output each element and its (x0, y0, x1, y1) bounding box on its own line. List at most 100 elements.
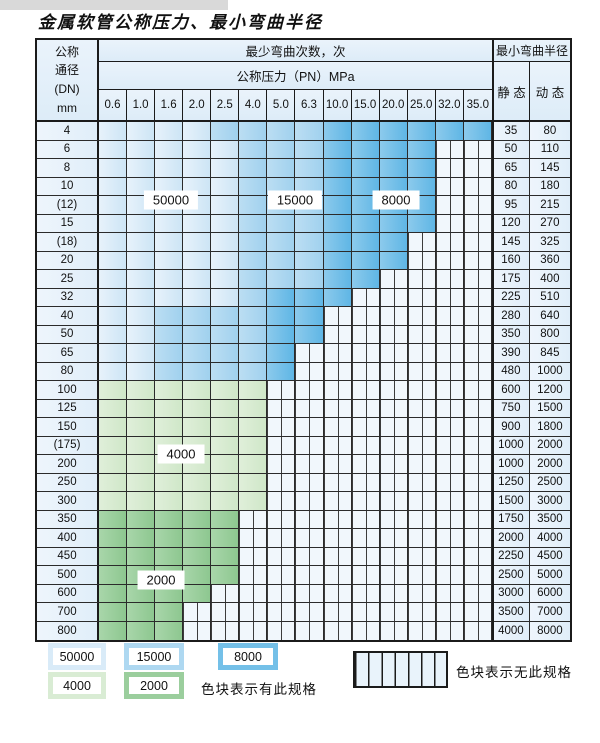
no-spec-cell (295, 473, 324, 491)
legend-swatch-label: 2000 (129, 677, 179, 694)
dynamic-radius-cell: 360 (529, 251, 570, 269)
spec-cell-50000 (99, 362, 128, 380)
no-spec-cell (295, 362, 324, 380)
spec-cell-2000 (211, 566, 240, 584)
no-spec-cell (379, 455, 408, 473)
no-spec-cell (463, 547, 492, 565)
no-spec-cell (407, 233, 436, 251)
spec-cell-50000 (127, 288, 156, 306)
dn-cell: 25 (37, 270, 99, 288)
spec-cell-50000 (99, 325, 128, 343)
no-spec-cell (295, 529, 324, 547)
dynamic-radius-cell: 7000 (529, 603, 570, 621)
no-spec-cell (463, 233, 492, 251)
no-spec-cell (239, 547, 268, 565)
spec-cell-50000 (99, 344, 128, 362)
dn-cell: 8 (37, 159, 99, 177)
no-spec-cell (211, 603, 240, 621)
dn-cell: 80 (37, 362, 99, 380)
spec-cell-15000 (183, 307, 212, 325)
no-spec-cell (351, 510, 380, 528)
no-spec-cell (295, 566, 324, 584)
spec-cell-2000 (99, 566, 128, 584)
spec-cell-50000 (183, 288, 212, 306)
no-spec-cell (407, 325, 436, 343)
dynamic-radius-cell: 2500 (529, 473, 570, 491)
table-row: 450 2250 4500 (37, 547, 570, 566)
no-spec-cell (295, 344, 324, 362)
spec-cell-4000 (127, 436, 156, 454)
spec-cell-8000 (323, 270, 352, 288)
spec-cell-15000 (155, 325, 184, 343)
no-spec-cell (435, 566, 464, 584)
spec-cell-8000 (351, 270, 380, 288)
dn-cell: 125 (37, 399, 99, 417)
spec-cell-50000 (211, 140, 240, 158)
no-spec-cell (435, 399, 464, 417)
dn-cell: 50 (37, 325, 99, 343)
spec-cell-8000 (323, 159, 352, 177)
table-row: 32 225 510 (37, 288, 570, 307)
no-spec-cell (323, 584, 352, 602)
dn-cell: 300 (37, 492, 99, 510)
dynamic-radius-cell: 6000 (529, 584, 570, 602)
no-spec-cell (407, 307, 436, 325)
spec-cell-15000 (239, 288, 268, 306)
pressure-column-header: 4.0 (239, 90, 268, 120)
no-spec-cell (463, 196, 492, 214)
no-spec-cell (435, 473, 464, 491)
spec-cell-15000 (239, 122, 268, 140)
spec-cell-4000 (183, 399, 212, 417)
legend-no-spec-swatch (353, 651, 448, 688)
spec-cell-50000 (183, 122, 212, 140)
static-radius-cell: 120 (491, 214, 530, 232)
legend-swatch-label: 50000 (53, 648, 101, 665)
spec-table: 公称 通径 (DN) mm 最少弯曲次数，次 公称压力（PN）MPa 0.6 1.0 1.… (35, 38, 572, 642)
spec-cell-4000 (99, 418, 128, 436)
spec-cell-4000 (211, 418, 240, 436)
spec-cell-2000 (99, 584, 128, 602)
table-row: 700 3500 7000 (37, 603, 570, 622)
nominal-pressure-header: 公称压力（PN）MPa (99, 62, 492, 90)
dn-cell: 20 (37, 251, 99, 269)
pressure-column-header: 5.0 (267, 90, 296, 120)
spec-cell-4000 (127, 399, 156, 417)
dynamic-radius-cell: 400 (529, 270, 570, 288)
table-row: 10 80 180 (37, 177, 570, 196)
spec-cell-8000 (351, 140, 380, 158)
spec-cell-8000 (463, 122, 492, 140)
static-radius-cell: 3000 (491, 584, 530, 602)
no-spec-cell (435, 621, 464, 640)
header-separator-line (37, 120, 570, 122)
no-spec-cell (463, 214, 492, 232)
spec-cell-15000 (211, 362, 240, 380)
static-radius-cell: 95 (491, 196, 530, 214)
static-radius-cell: 145 (491, 233, 530, 251)
dn-cell: 400 (37, 529, 99, 547)
dn-cell: 40 (37, 307, 99, 325)
spec-cell-8000 (323, 214, 352, 232)
no-spec-cell (407, 381, 436, 399)
dynamic-radius-cell: 180 (529, 177, 570, 195)
spec-cell-8000 (379, 251, 408, 269)
spec-cell-15000 (267, 159, 296, 177)
static-radius-cell: 390 (491, 344, 530, 362)
table-row: 800 4000 8000 (37, 621, 570, 640)
spec-cell-15000 (295, 214, 324, 232)
no-spec-cell (323, 381, 352, 399)
dynamic-radius-cell: 1500 (529, 399, 570, 417)
static-column-header: 静 态 (492, 62, 530, 120)
spec-cell-8000 (351, 251, 380, 269)
spec-cell-50000 (183, 233, 212, 251)
spec-cell-8000 (407, 159, 436, 177)
dynamic-radius-cell: 145 (529, 159, 570, 177)
no-spec-cell (435, 362, 464, 380)
spec-cell-50000 (127, 251, 156, 269)
no-spec-cell (295, 492, 324, 510)
no-spec-cell (295, 603, 324, 621)
spec-cell-4000 (239, 418, 268, 436)
dn-cell: (175) (37, 436, 99, 454)
spec-cell-50000 (99, 196, 128, 214)
spec-cell-2000 (99, 603, 128, 621)
zone-count-label: 50000 (143, 190, 199, 210)
